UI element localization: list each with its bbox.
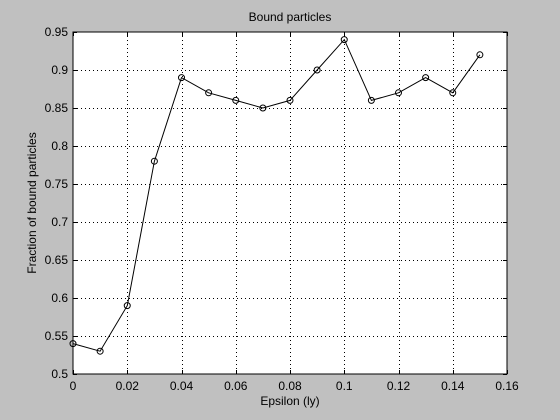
y-tick-label: 0.9 [51, 63, 68, 77]
y-axis-label: Fraction of bound particles [25, 132, 39, 273]
y-tick-label: 0.55 [45, 329, 69, 343]
data-point-marker [259, 104, 267, 112]
y-tick-label: 0.85 [45, 101, 69, 115]
data-series [69, 36, 484, 355]
y-tick-label: 0.65 [45, 253, 69, 267]
x-tick-label: 0.02 [116, 379, 140, 393]
y-tick-label: 0.5 [51, 367, 68, 381]
y-tick-label: 0.6 [51, 291, 68, 305]
data-point-marker [96, 347, 104, 355]
x-axis-label: Epsilon (ly) [260, 394, 319, 408]
data-point-marker [313, 66, 321, 74]
x-tick-label: 0.08 [278, 379, 302, 393]
ticks [73, 32, 508, 375]
x-tick-labels: 0 0.02 0.04 0.06 0.08 0.1 0.12 0.14 0.16 [70, 379, 519, 393]
data-point-marker [395, 89, 402, 97]
plot-area [73, 32, 507, 374]
data-point-marker [232, 96, 240, 104]
x-tick-label: 0.06 [224, 379, 248, 393]
chart-title: Bound particles [249, 10, 332, 24]
data-point-marker [178, 74, 185, 82]
x-tick-label: 0.14 [441, 379, 465, 393]
data-point-marker [340, 36, 348, 44]
data-point-marker [123, 302, 131, 310]
x-tick-label: 0.1 [336, 379, 353, 393]
y-tick-label: 0.75 [45, 177, 69, 191]
x-tick-label: 0.04 [170, 379, 194, 393]
x-tick-label: 0 [70, 379, 77, 393]
x-tick-label: 0.16 [495, 379, 519, 393]
y-tick-label: 0.7 [51, 215, 68, 229]
y-tick-labels: 0.5 0.55 0.6 0.65 0.7 0.75 0.8 0.85 0.9 0.95 [45, 25, 69, 381]
data-point-marker [449, 89, 457, 97]
series-line [72, 38, 481, 352]
data-point-marker [476, 51, 484, 59]
data-point-marker [205, 89, 213, 97]
data-point-marker [367, 96, 375, 104]
data-point-marker [422, 74, 430, 82]
grid-lines [73, 32, 507, 374]
y-tick-label: 0.95 [45, 25, 69, 39]
x-tick-label: 0.12 [387, 379, 411, 393]
data-point-marker [150, 157, 158, 165]
data-point-marker [286, 96, 294, 104]
y-tick-label: 0.8 [51, 139, 68, 153]
